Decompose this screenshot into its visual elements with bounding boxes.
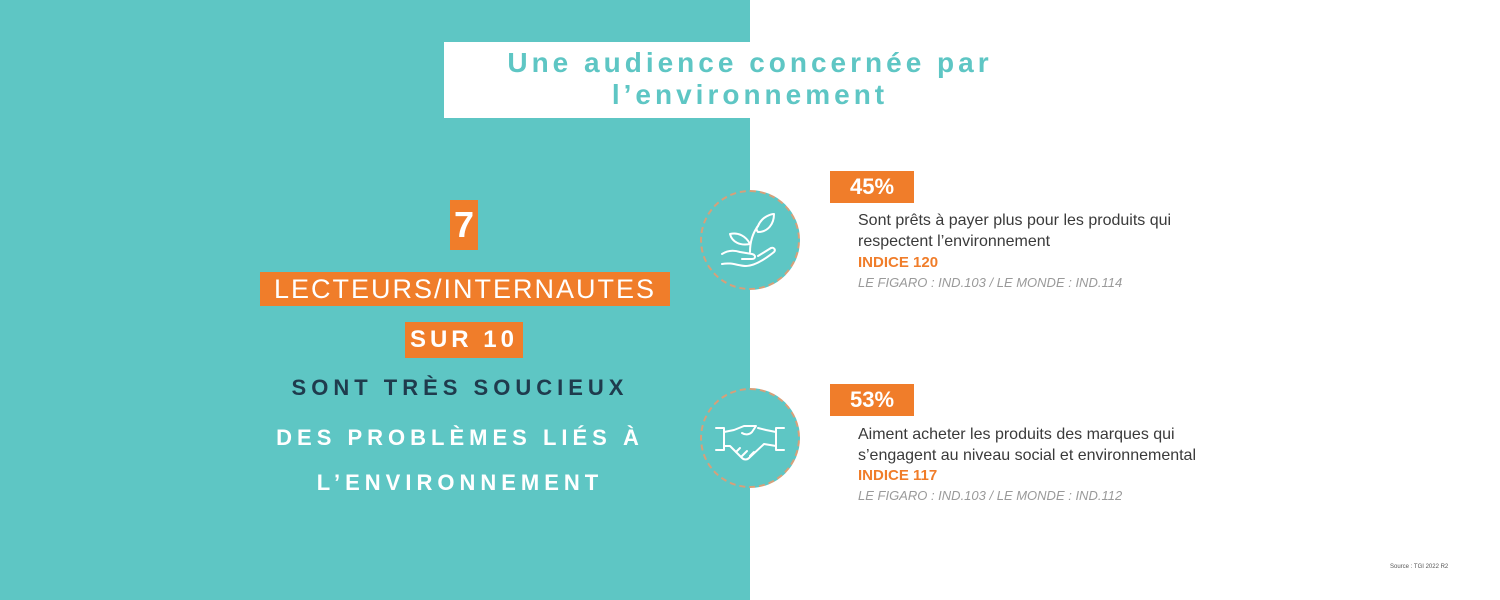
stat-indice-2: INDICE 117 xyxy=(858,467,938,484)
page-title: Une audience concernée par l’environneme… xyxy=(444,42,1056,118)
source-note: Source : TGI 2022 R2 xyxy=(1390,564,1449,570)
stat-description-1-line-2: respectent l’environnement xyxy=(858,233,1051,250)
stat-comparison-1: LE FIGARO : IND.103 / LE MONDE : IND.114 xyxy=(858,275,1123,290)
page-title-line-2: l’environnement xyxy=(611,79,889,110)
headline-ratio: SUR 10 xyxy=(405,322,523,358)
headline-statement-line-2: DES PROBLÈMES LIÉS À xyxy=(276,425,644,450)
headline-audience: LECTEURS/INTERNAUTES xyxy=(260,272,670,306)
stat-description-1: Sont prêts à payer plus pour les produit… xyxy=(858,210,1298,252)
plant-in-hand-icon xyxy=(700,190,800,290)
handshake-icon xyxy=(700,388,800,488)
headline-statement-line-1: SONT TRÈS SOUCIEUX xyxy=(291,375,629,400)
headline-number: 7 xyxy=(450,200,478,250)
stat-percent-1: 45% xyxy=(830,171,914,203)
page-title-line-1: Une audience concernée par xyxy=(507,47,993,78)
stat-comparison-2: LE FIGARO : IND.103 / LE MONDE : IND.112 xyxy=(858,488,1123,503)
headline-statement-line-3: L’ENVIRONNEMENT xyxy=(316,470,604,495)
stat-description-1-line-1: Sont prêts à payer plus pour les produit… xyxy=(858,212,1172,229)
stat-indice-1: INDICE 120 xyxy=(858,254,939,271)
stat-percent-2: 53% xyxy=(830,384,914,416)
stat-description-2: Aiment acheter les produits des marques … xyxy=(858,424,1298,466)
stat-description-2-line-1: Aiment acheter les produits des marques … xyxy=(858,426,1175,443)
stat-description-2-line-2: s’engagent au niveau social et environne… xyxy=(858,447,1197,464)
